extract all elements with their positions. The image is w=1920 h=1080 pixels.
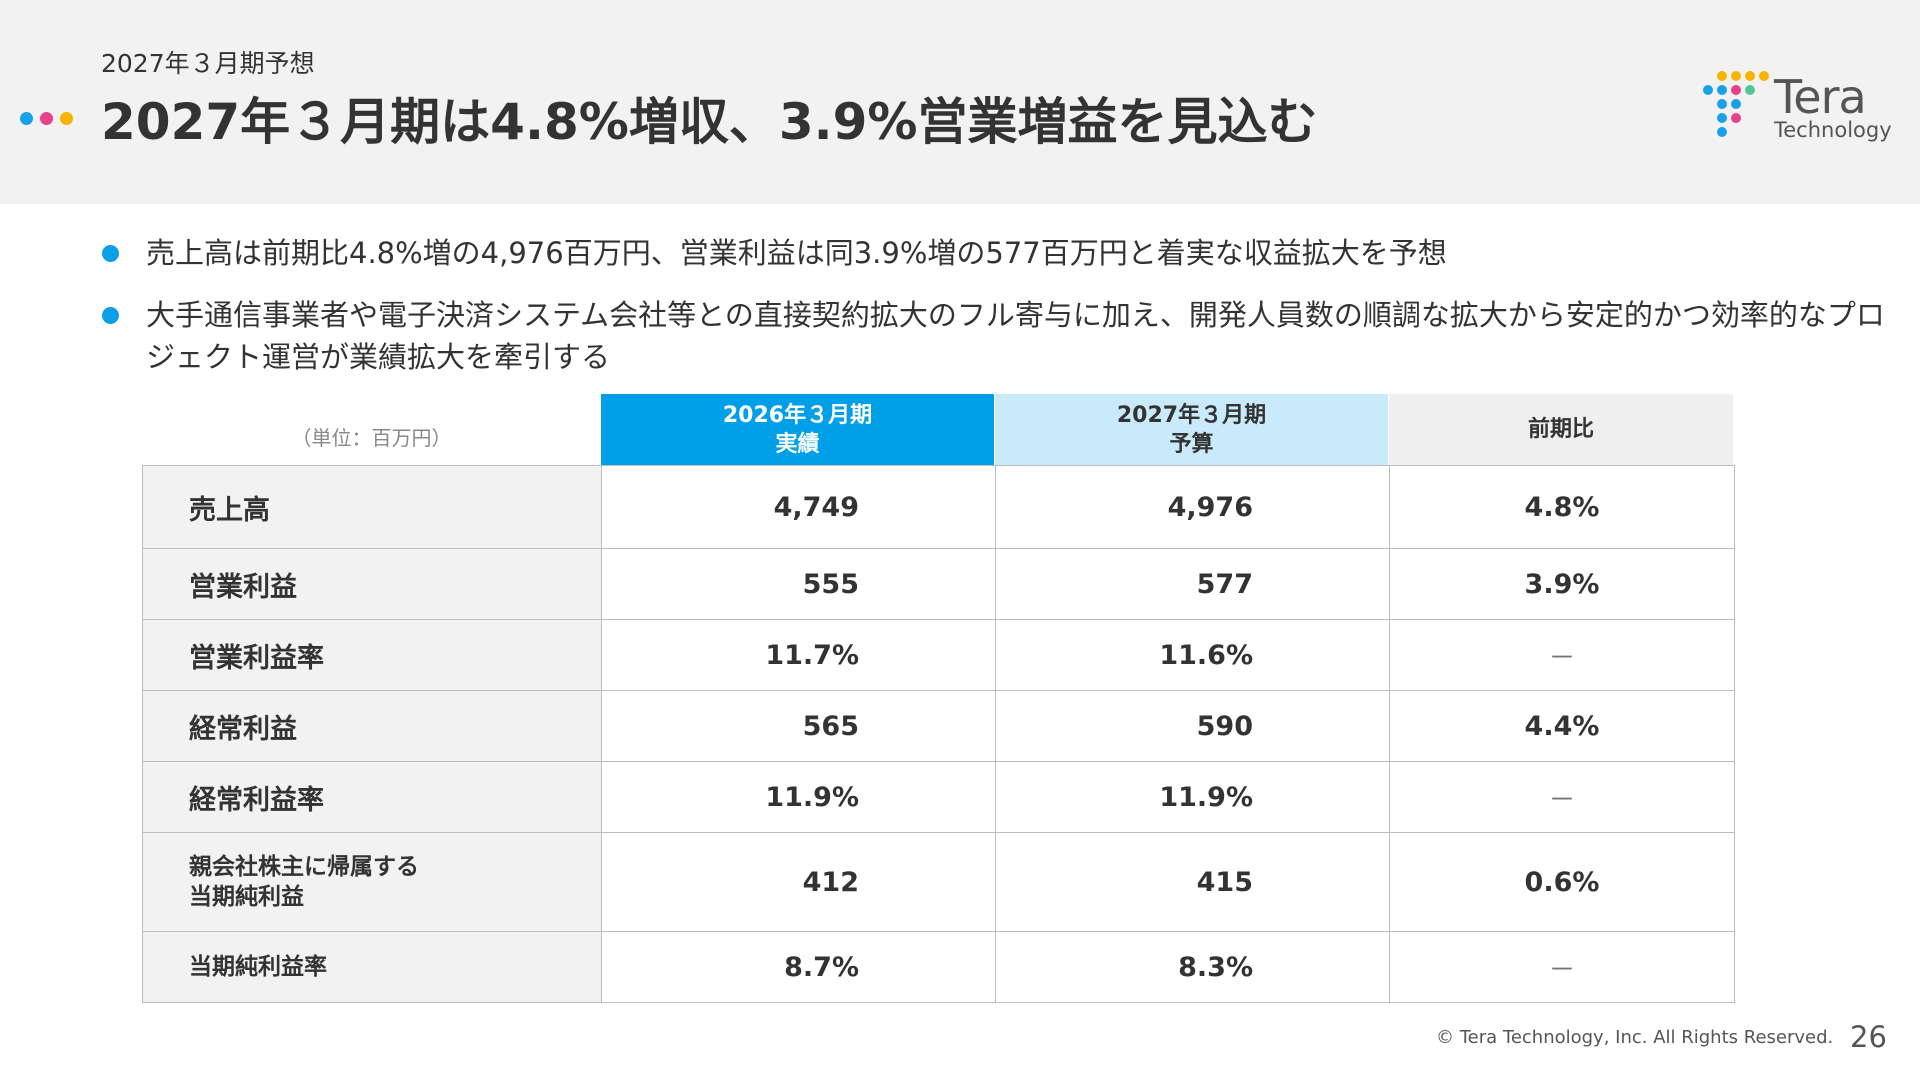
cell-fy2026: 565 [601,690,996,762]
table-row: 営業利益率 11.7% 11.6% － [142,619,1735,691]
row-label: 売上高 [142,465,602,549]
col-header-yoy-label: 前期比 [1527,417,1594,442]
col-header-fy2027: 2027年３月期 予算 [995,394,1388,465]
row-label: 営業利益 [142,548,602,620]
bullet-item: 大手通信事業者や電子決済システム会社等との直接契約拡大のフル寄与に加え、開発人員… [100,294,1900,378]
cell-fy2026: 412 [601,832,996,932]
tera-logo-icon [1703,71,1769,137]
cell-fy2026: 555 [601,548,996,620]
cell-fy2027: 8.3% [995,931,1390,1003]
col-header-fy2026-line1: 2026年３月期 [722,402,873,428]
cell-fy2027: 4,976 [995,465,1390,549]
page-number: 26 [1850,1020,1887,1054]
cell-fy2026: 4,749 [601,465,996,549]
table-row: 経常利益率 11.9% 11.9% － [142,761,1735,833]
bullet-item: 売上高は前期比4.8%増の4,976百万円、営業利益は同3.9%増の577百万円… [100,232,1900,274]
forecast-table: 売上高 4,749 4,976 4.8% 営業利益 555 577 3.9% 営… [142,465,1735,1003]
table-row: 親会社株主に帰属する 当期純利益 412 415 0.6% [142,832,1735,932]
cell-yoy: － [1389,761,1735,833]
col-header-fy2027-line2: 予算 [1169,431,1214,457]
table-row: 経常利益 565 590 4.4% [142,690,1735,762]
bullet-dot-icon [102,307,119,324]
copyright-text: © Tera Technology, Inc. All Rights Reser… [1436,1027,1834,1048]
cell-fy2026: 11.9% [601,761,996,833]
cell-yoy: 0.6% [1389,832,1735,932]
logo-subtext: Technology [1774,118,1892,142]
bullet-list: 売上高は前期比4.8%増の4,976百万円、営業利益は同3.9%増の577百万円… [100,232,1900,398]
header-band: 2027年３月期予想 2027年３月期は4.8%増収、3.9%営業増益を見込む … [0,0,1920,204]
row-label: 営業利益率 [142,619,602,691]
col-header-fy2026-line2: 実績 [775,431,820,457]
cell-yoy: － [1389,619,1735,691]
table-row: 売上高 4,749 4,976 4.8% [142,465,1735,549]
bullet-text: 売上高は前期比4.8%増の4,976百万円、営業利益は同3.9%増の577百万円… [146,236,1447,270]
unit-note: （単位：百万円） [291,426,452,450]
col-header-fy2027-line1: 2027年３月期 [1116,402,1267,428]
col-header-yoy: 前期比 [1389,394,1733,465]
cell-fy2026: 11.7% [601,619,996,691]
row-label: 経常利益率 [142,761,602,833]
cell-fy2027: 11.6% [995,619,1390,691]
table-row: 当期純利益率 8.7% 8.3% － [142,931,1735,1003]
col-header-fy2026: 2026年３月期 実績 [601,394,994,465]
logo-wordmark: Tera [1774,70,1867,124]
cell-yoy: 3.9% [1389,548,1735,620]
bullet-text: 大手通信事業者や電子決済システム会社等との直接契約拡大のフル寄与に加え、開発人員… [146,298,1885,374]
row-label-line2: 当期純利益 [189,884,304,910]
section-subtitle: 2027年３月期予想 [101,49,315,78]
row-label: 当期純利益率 [142,931,602,1003]
row-label-line1: 親会社株主に帰属する [189,854,419,880]
table-row: 営業利益 555 577 3.9% [142,548,1735,620]
cell-fy2026: 8.7% [601,931,996,1003]
cell-fy2027: 11.9% [995,761,1390,833]
cell-yoy: － [1389,931,1735,1003]
cell-yoy: 4.4% [1389,690,1735,762]
cell-fy2027: 590 [995,690,1390,762]
page-title: 2027年３月期は4.8%増収、3.9%営業増益を見込む [101,93,1318,151]
row-label: 経常利益 [142,690,602,762]
cell-yoy: 4.8% [1389,465,1735,549]
cell-fy2027: 577 [995,548,1390,620]
bullet-dot-icon [102,245,119,262]
decorative-dots-icon [20,112,80,126]
cell-fy2027: 415 [995,832,1390,932]
row-label: 親会社株主に帰属する 当期純利益 [142,832,602,932]
